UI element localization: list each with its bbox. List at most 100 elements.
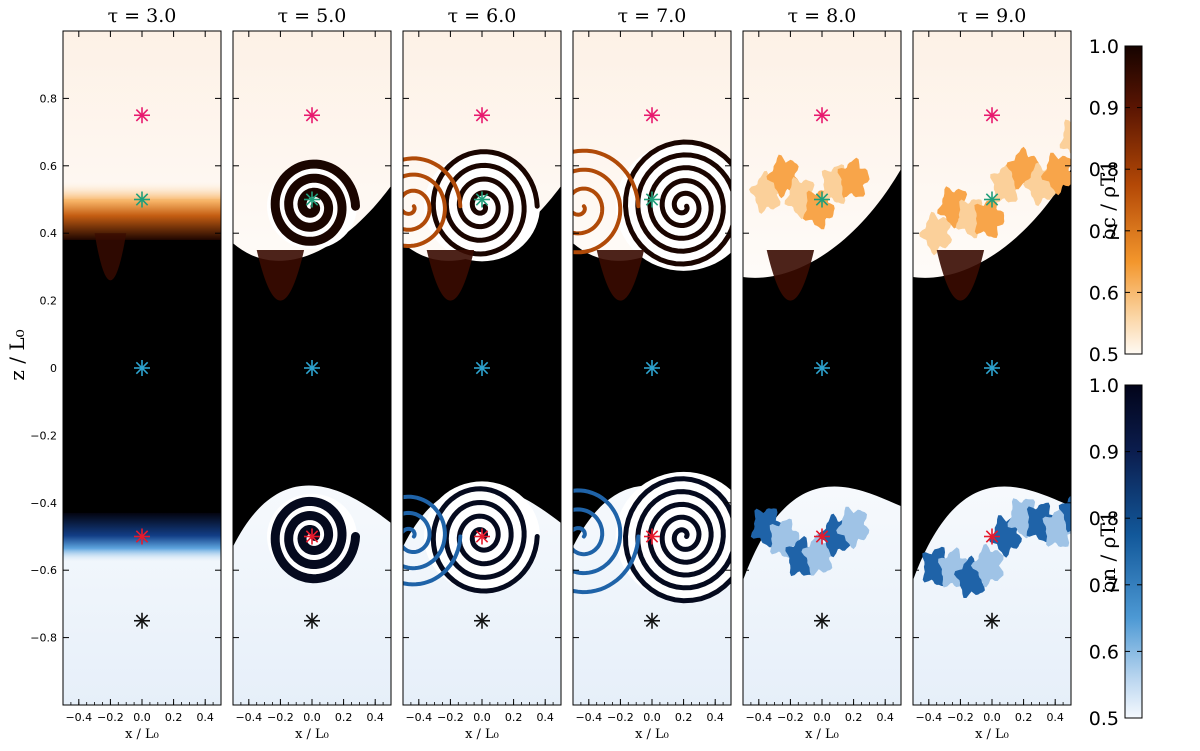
x-tick-label: −0.4	[745, 711, 772, 724]
panel-title: τ = 9.0	[958, 5, 1027, 27]
marker-3	[304, 360, 320, 376]
marker-4	[984, 528, 1000, 545]
marker-2	[644, 191, 660, 208]
turbulent-blob-top	[1059, 119, 1071, 155]
vortex-top-spiral	[430, 149, 540, 257]
panel-title: τ = 7.0	[618, 5, 687, 27]
marker-1	[474, 107, 490, 124]
marker-1	[814, 107, 830, 124]
x-tick-label: −0.2	[97, 711, 124, 724]
y-tick-label: 0.8	[40, 92, 58, 105]
vortex-top-spiral	[270, 159, 360, 246]
colorbar-tick-label: 1.0	[1089, 36, 1119, 58]
x-axis-label: x / L₀	[635, 727, 669, 742]
colorbar-tick-label: 0.7	[1089, 221, 1119, 243]
x-axis-label: x / L₀	[125, 727, 159, 742]
marker-2	[984, 191, 1000, 208]
colorbar-tick-label: 0.6	[1089, 641, 1119, 663]
colorbar-scale	[1124, 45, 1143, 355]
x-tick-label: 0.2	[505, 711, 523, 724]
vortex-bottom-spiral	[430, 486, 540, 594]
y-tick-label: 0.4	[40, 227, 58, 240]
turbulent-blob-top	[1041, 152, 1071, 196]
colorbar-label: ρn / ρT1	[1096, 511, 1120, 593]
colorbar-tick-label: 0.5	[1089, 708, 1119, 730]
x-tick-label: 0.2	[335, 711, 353, 724]
x-tick-label: 0.0	[303, 711, 321, 724]
y-tick-label: 0.2	[40, 295, 58, 308]
marker-2	[814, 191, 830, 208]
x-tick-label: −0.4	[65, 711, 92, 724]
x-tick-label: 0.4	[196, 711, 214, 724]
panel-title: τ = 3.0	[108, 5, 177, 27]
turbulent-blob-bottom	[1026, 502, 1057, 543]
x-tick-label: 0.2	[845, 711, 863, 724]
x-tick-label: 0.2	[1015, 711, 1033, 724]
x-tick-label: −0.4	[575, 711, 602, 724]
turbulent-blob-top	[974, 198, 1005, 238]
x-tick-label: −0.2	[607, 711, 634, 724]
turbulent-blob-top	[919, 211, 952, 256]
panel-title: τ = 6.0	[448, 5, 517, 27]
marker-1	[984, 107, 1000, 124]
panel-1: −0.4 −0.2 0.0 0.2 0.4 x / L₀ τ = 3.0	[62, 5, 222, 742]
colorbar-tick-label: 1.0	[1089, 375, 1119, 397]
colorbar-scale	[1124, 384, 1143, 719]
x-tick-label: −0.2	[947, 711, 974, 724]
panel-2: −0.4 −0.2 0.0 0.2 0.4 x / L₀ τ = 5.0	[232, 5, 392, 742]
marker-5	[304, 612, 320, 629]
colorbar-tick-label: 0.5	[1089, 344, 1119, 366]
x-axis-label: x / L₀	[805, 727, 839, 742]
panel-3: −0.4 −0.2 0.0 0.2 0.4 x / L₀ τ = 6.0	[402, 5, 562, 742]
y-tick-label: −0.6	[30, 564, 57, 577]
colorbar-2: 1.0 0.9 0.8 0.7 0.6 0.5 ρn / ρT1	[1089, 375, 1143, 730]
x-tick-label: 0.4	[876, 711, 894, 724]
y-axis-label: z / L₀	[5, 329, 29, 380]
x-tick-label: −0.2	[777, 711, 804, 724]
x-tick-label: 0.0	[133, 711, 151, 724]
marker-3	[814, 360, 830, 376]
marker-3	[134, 360, 150, 376]
marker-3	[474, 360, 490, 376]
marker-4	[134, 528, 150, 545]
marker-3	[984, 360, 1000, 376]
marker-4	[304, 528, 320, 545]
marker-3	[644, 360, 660, 376]
marker-2	[304, 191, 320, 208]
panel-6: −0.4 −0.2 0.0 0.2 0.4 x / L₀ τ = 9.0	[912, 5, 1072, 742]
turbulent-blob-bottom	[750, 508, 783, 548]
vortex-top-spiral	[622, 139, 731, 267]
panel-field	[913, 31, 1071, 705]
turbulent-blob-bottom	[836, 506, 870, 550]
marker-1	[134, 107, 150, 124]
marker-4	[644, 528, 660, 545]
marker-5	[984, 612, 1000, 629]
x-tick-label: 0.4	[536, 711, 554, 724]
y-tick-label: 0	[50, 362, 57, 375]
x-tick-label: 0.2	[675, 711, 693, 724]
marker-2	[474, 191, 490, 208]
turbulent-blob-bottom	[1042, 507, 1071, 547]
turbulent-blob-bottom	[970, 543, 1004, 588]
panel-field	[743, 31, 901, 705]
x-tick-label: −0.4	[405, 711, 432, 724]
x-axis-label: x / L₀	[295, 727, 329, 742]
panel-field	[403, 31, 561, 705]
marker-5	[134, 612, 150, 629]
marker-5	[474, 612, 490, 629]
marker-2	[134, 191, 150, 208]
x-tick-label: 0.4	[366, 711, 384, 724]
x-tick-label: 0.0	[473, 711, 491, 724]
turbulent-blob-top	[837, 157, 870, 198]
turbulent-blob-top	[990, 162, 1023, 203]
colorbar-tick-label: 0.7	[1089, 575, 1119, 597]
colorbar-tick-label: 0.9	[1089, 98, 1119, 120]
colorbar-1: 1.0 0.9 0.8 0.7 0.6 0.5 ρc / ρT1	[1089, 36, 1143, 366]
marker-1	[304, 107, 320, 124]
panel-title: τ = 8.0	[788, 5, 857, 27]
x-tick-label: 0.0	[813, 711, 831, 724]
x-tick-label: 0.0	[643, 711, 661, 724]
x-axis-label: x / L₀	[975, 727, 1009, 742]
colorbar-label: ρc / ρT1	[1096, 160, 1120, 240]
